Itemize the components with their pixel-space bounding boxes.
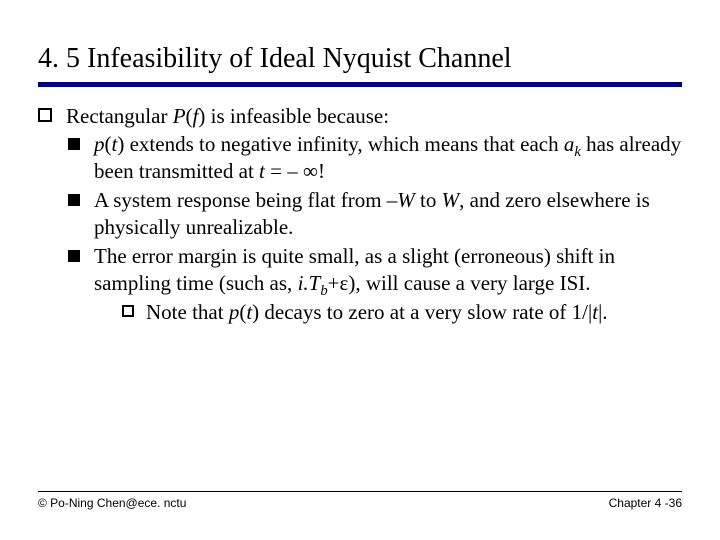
b1-mid: ) extends to negative infinity, which me… — [117, 132, 564, 156]
bullet-level2-1: p(t) extends to negative infinity, which… — [68, 131, 682, 185]
note-end: |. — [598, 300, 607, 324]
hollow-square-icon — [122, 305, 134, 317]
note-p: p — [229, 300, 240, 324]
b3-b: ), will cause a very large ISI. — [348, 271, 590, 295]
b2-text: A system response being flat from –W to … — [94, 187, 682, 241]
b3-text: The error margin is quite small, as a sl… — [94, 243, 682, 326]
filled-square-icon — [68, 194, 80, 206]
b1-p: p — [94, 132, 105, 156]
note-mid: ) decays to zero at a very slow rate of … — [252, 300, 592, 324]
footer-right: Chapter 4 -36 — [609, 496, 682, 510]
intro-suffix: ) is infeasible because: — [198, 104, 389, 128]
b1-text: p(t) extends to negative infinity, which… — [94, 131, 682, 185]
title-rule — [38, 82, 682, 87]
hollow-square-icon — [38, 108, 52, 122]
intro-text: Rectangular P(f) is infeasible because: — [66, 103, 682, 130]
b1-a: a — [564, 132, 575, 156]
slide-container: 4. 5 Infeasibility of Ideal Nyquist Chan… — [0, 0, 720, 540]
bullet-level1: Rectangular P(f) is infeasible because: — [38, 103, 682, 130]
footer: © Po-Ning Chen@ece. nctu Chapter 4 -36 — [38, 491, 682, 510]
slide-title: 4. 5 Infeasibility of Ideal Nyquist Chan… — [38, 42, 682, 76]
b1-k: k — [574, 145, 581, 161]
b3-iT: i.T — [298, 271, 321, 295]
b2-w1: W — [397, 188, 415, 212]
b3-eps: +ε — [328, 271, 349, 295]
b1-eq: = – ∞! — [265, 159, 325, 183]
intro-open: ( — [186, 104, 193, 128]
b2-w2: W — [442, 188, 460, 212]
slide-content: Rectangular P(f) is infeasible because: … — [38, 103, 682, 326]
filled-square-icon — [68, 138, 80, 150]
intro-P: P — [173, 104, 186, 128]
b3-sub-b: b — [320, 283, 327, 299]
note-a: Note that — [146, 300, 229, 324]
b2-b: to — [415, 188, 442, 212]
bullet-level2-2: A system response being flat from –W to … — [68, 187, 682, 241]
b1-open: ( — [105, 132, 112, 156]
b2-a: A system response being flat from – — [94, 188, 397, 212]
footer-left: © Po-Ning Chen@ece. nctu — [38, 496, 186, 510]
bullet-level2-3: The error margin is quite small, as a sl… — [68, 243, 682, 326]
note-text: Note that p(t) decays to zero at a very … — [146, 299, 682, 326]
bullet-level3: Note that p(t) decays to zero at a very … — [122, 299, 682, 326]
filled-square-icon — [68, 250, 80, 262]
intro-prefix: Rectangular — [66, 104, 173, 128]
